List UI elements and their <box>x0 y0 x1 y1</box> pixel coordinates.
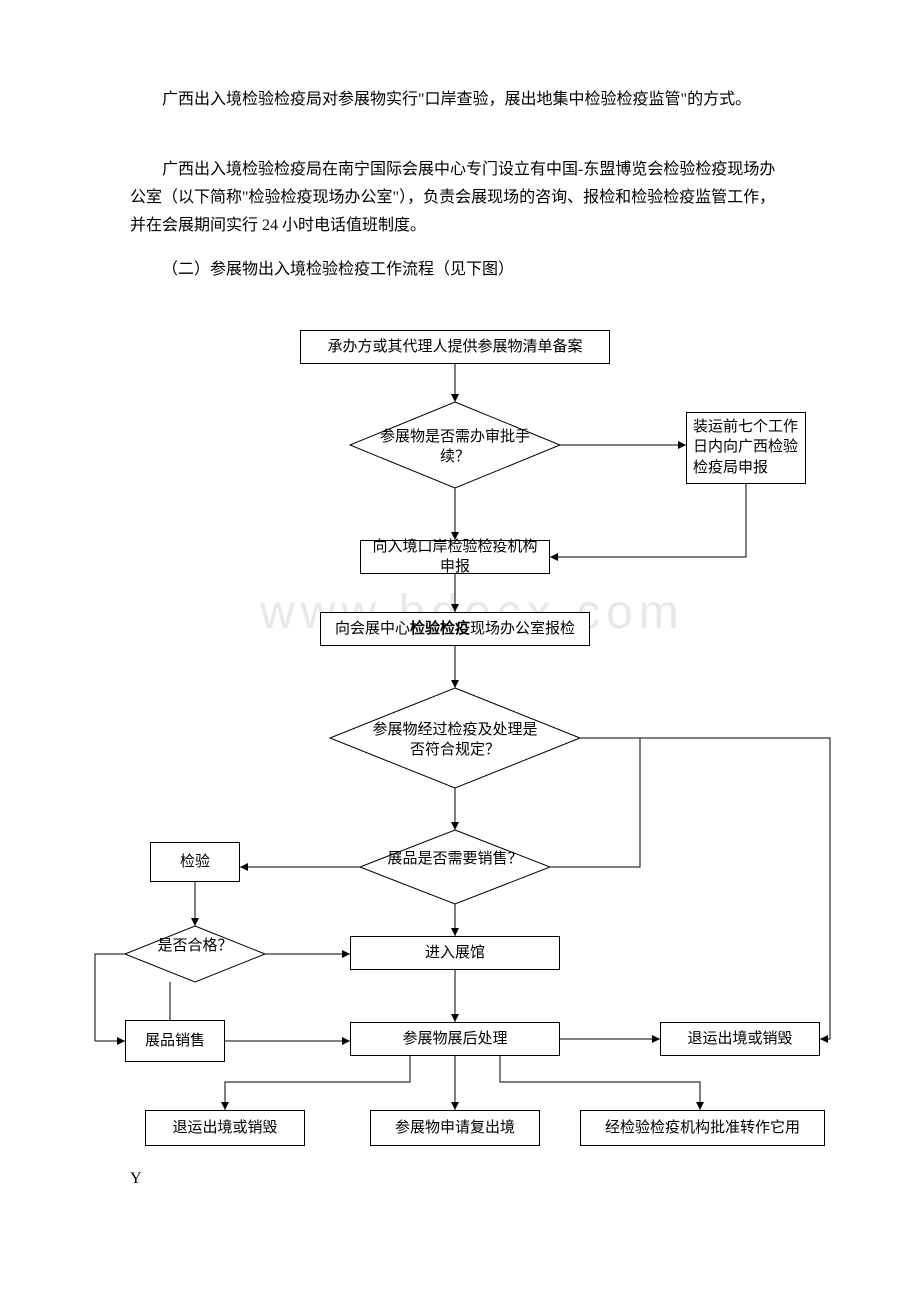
node-side: 装运前七个工作日内向广西检验检疫局申报 <box>686 412 806 484</box>
node-ret1: 退运出境或销毁 <box>660 1022 820 1056</box>
node-ret2: 退运出境或销毁 <box>145 1110 305 1146</box>
node-sale: 展品销售 <box>125 1020 225 1062</box>
edge-post-ret2l <box>225 1056 410 1110</box>
flowchart: www.bdocx.com 承办方或其代理人提供参展物清单备案参展物是否需办审批… <box>0 310 920 1230</box>
node-reex: 参展物申请复出境 <box>370 1110 540 1146</box>
node-n1: 承办方或其代理人提供参展物清单备案 <box>300 330 610 364</box>
node-post: 参展物展后处理 <box>350 1022 560 1056</box>
node-conv: 经检验检疫机构批准转作它用 <box>580 1110 825 1146</box>
edge-side-n2 <box>550 484 746 557</box>
paragraph-2: 广西出入境检验检疫局在南宁国际会展中心专门设立有中国-东盟博览会检验检疫现场办公… <box>130 156 790 240</box>
node-d3 <box>360 830 550 904</box>
edge-d3-right2 <box>550 738 640 867</box>
node-insp: 检验 <box>150 842 240 882</box>
paragraph-3: （二）参展物出入境检验检疫工作流程（见下图） <box>130 256 790 284</box>
paragraph-1: 广西出入境检验检疫局对参展物实行"口岸查验，展出地集中检验检疫监管"的方式。 <box>130 86 790 114</box>
trailing-y: Y <box>130 1170 142 1188</box>
node-d1 <box>350 402 560 488</box>
node-hall: 进入展馆 <box>350 936 560 970</box>
edge-post-conv <box>500 1056 700 1110</box>
edge-d2-right <box>580 738 830 1039</box>
edge-d4-ret2 <box>95 954 125 1041</box>
node-d4 <box>125 926 265 982</box>
node-n2: 向入境口岸检验检疫机构申报 <box>360 540 550 574</box>
node-d2 <box>330 688 580 788</box>
node-n3: 向会展中心检验检疫现场办公室报检 <box>320 612 590 646</box>
